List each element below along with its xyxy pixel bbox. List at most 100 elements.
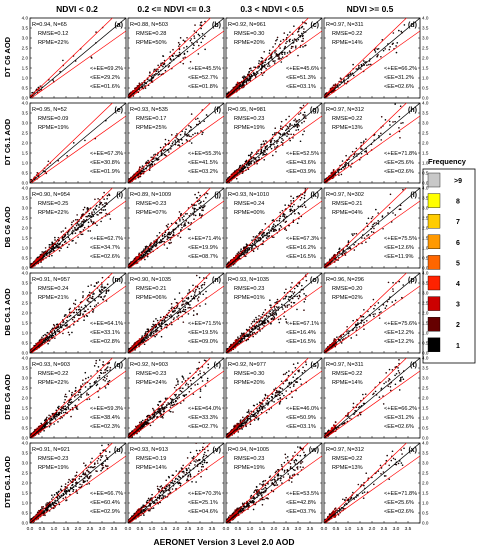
panel-letter: (m) [112,277,123,284]
data-point [294,47,297,49]
data-point [178,211,181,213]
data-point [74,226,76,229]
data-point [72,302,75,305]
data-point [377,220,380,222]
data-point [356,153,358,155]
data-point [296,222,299,225]
data-point [109,218,112,220]
data-point [371,215,374,218]
panel-d: 0.00.51.01.52.02.53.03.54.0(d)R=0.97, N=… [323,16,429,101]
data-point [183,225,185,227]
data-point [241,251,244,254]
data-point [85,215,87,218]
y-tick-label: 1.5 [22,66,29,71]
data-point [66,323,68,326]
data-point [204,35,206,38]
data-point [105,292,107,295]
data-point [193,210,196,213]
data-point [88,300,90,303]
data-point [193,207,196,210]
one-to-one-line [226,103,322,183]
data-point [80,233,83,236]
data-point [255,240,258,242]
panel-stat: RPME=07% [136,210,167,216]
y-tick-label: 3.5 [22,281,29,286]
data-point [400,122,402,124]
data-point [298,113,300,115]
y-tick-label: 1.0 [22,161,29,166]
data-point [79,312,82,315]
data-point [48,246,51,248]
y-tick-label-right: 3.0 [422,36,429,41]
panel-plot-area [128,188,224,268]
data-point [399,204,402,207]
data-point [258,62,260,65]
data-point [52,334,55,337]
data-point [104,209,107,211]
data-point [203,120,205,123]
data-point [153,73,156,76]
data-point [190,113,193,115]
data-point [365,138,367,141]
data-point [302,188,304,189]
data-point [47,342,49,345]
data-point-dense [332,84,335,87]
data-point [179,220,181,222]
data-point [380,139,383,141]
panel-stat: R=0.92, N=961 [228,22,266,28]
data-point [60,231,63,233]
data-point [193,44,195,47]
data-point [82,313,84,315]
data-point [144,162,147,165]
data-point [102,298,104,300]
data-point [194,193,196,196]
data-point [305,22,307,25]
data-point [384,119,387,121]
data-point [72,220,75,222]
data-point [179,218,181,221]
y-tick-label: 4.0 [22,101,29,106]
panel-ee-stat: <EE=25.6% [384,160,414,166]
data-point [245,163,248,166]
data-point [183,215,185,217]
data-point [67,236,70,239]
panel-plot-area [128,273,224,353]
panel-stat: RPME=19% [38,125,69,131]
data-point [163,59,166,62]
data-point [347,164,350,167]
y-tick-label: 4.0 [22,186,29,191]
panel-ee-stat: <+EE=71.8% [384,151,417,157]
panel-stat: RPME=04% [332,210,363,216]
data-point [252,235,255,238]
data-point [203,277,205,279]
data-point [71,318,74,321]
ee-lower-line [30,200,126,268]
data-point [87,285,90,288]
data-point [149,165,152,167]
data-point [200,130,202,132]
row-label-3: DB C6 AOD [3,206,12,248]
data-point [296,120,299,122]
data-point [42,334,45,337]
data-point [105,212,107,215]
data-point [150,79,153,82]
data-point [190,213,192,215]
data-point [79,231,81,233]
data-point [174,298,176,301]
data-point [90,219,92,221]
data-point [95,31,97,33]
panel-ee-stat: <+EE=64.1% [90,321,123,327]
ee-lower-line [226,30,322,98]
data-point [172,318,175,321]
data-point [67,233,69,235]
y-tick-label-right: 0.5 [422,171,429,176]
data-point [152,330,154,332]
data-point [276,142,278,144]
data-point [68,315,71,318]
data-point [304,188,307,190]
data-point [97,214,99,216]
data-point-dense [233,171,236,174]
data-point [170,134,173,136]
data-point [150,248,153,251]
